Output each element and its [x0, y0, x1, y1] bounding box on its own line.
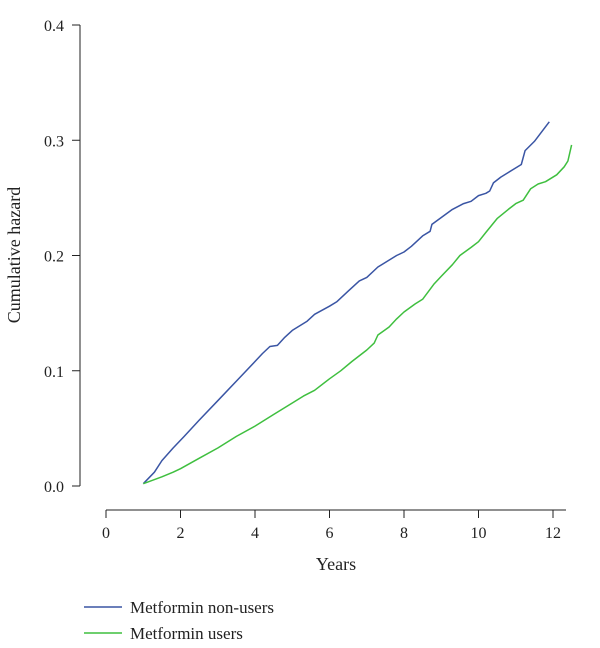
- y-ticks: 0.0 0.1 0.2 0.3 0.4: [44, 18, 80, 496]
- y-tick-label: 0.3: [44, 133, 64, 150]
- x-tick-label: 12: [545, 525, 561, 542]
- x-tick-label: 8: [400, 525, 408, 542]
- y-tick-label: 0.4: [44, 18, 64, 35]
- x-tick-label: 10: [471, 525, 487, 542]
- plot-area: 0.0 0.1 0.2 0.3 0.4 0 2 4 6 8 10 12: [44, 18, 573, 542]
- y-tick-label: 0.0: [44, 479, 64, 496]
- x-tick-label: 4: [251, 525, 259, 542]
- x-tick-label: 6: [326, 525, 334, 542]
- x-axis-title: Years: [316, 554, 356, 574]
- y-tick-label: 0.2: [44, 249, 64, 266]
- x-tick-label: 2: [177, 525, 185, 542]
- series-line-non-users: [142, 121, 550, 485]
- legend-label: Metformin users: [130, 624, 243, 643]
- legend-label: Metformin non-users: [130, 598, 274, 617]
- x-ticks: 0 2 4 6 8 10 12: [102, 510, 561, 542]
- legend: Metformin non-users Metformin users: [84, 598, 274, 643]
- y-tick-label: 0.1: [44, 364, 64, 381]
- x-tick-label: 0: [102, 525, 110, 542]
- series-lines: [142, 121, 573, 485]
- y-axis-title: Cumulative hazard: [4, 187, 24, 323]
- series-line-users: [143, 144, 573, 485]
